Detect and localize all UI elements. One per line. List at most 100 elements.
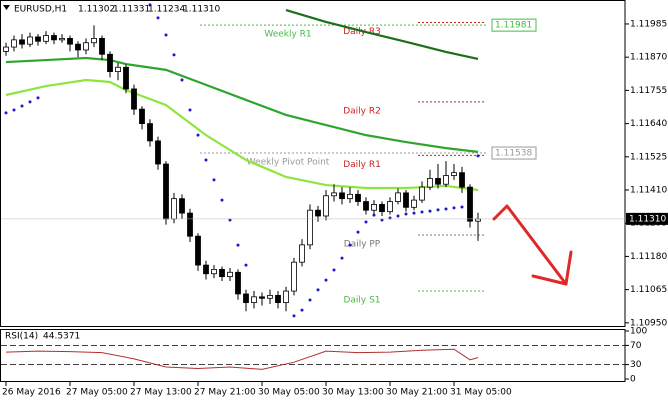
candle-body xyxy=(155,140,161,165)
candle-body xyxy=(379,204,385,213)
candle-body xyxy=(235,271,241,295)
candle-body xyxy=(75,43,81,51)
moving-average xyxy=(285,9,479,60)
rsi-value: 44.5371 xyxy=(43,332,80,342)
sar-dot xyxy=(356,230,360,234)
x-tick-label: 30 May 05:00 xyxy=(258,388,320,398)
sar-dot xyxy=(348,243,352,247)
sar-dot xyxy=(28,100,32,104)
sar-dot xyxy=(420,210,424,214)
sar-dot xyxy=(244,263,248,267)
sar-dot xyxy=(404,212,408,216)
quote-close: 1.11310 xyxy=(183,5,220,15)
rsi-line xyxy=(5,348,479,370)
candle-body xyxy=(387,201,393,213)
sar-dot xyxy=(444,207,448,211)
candle-body xyxy=(259,296,265,299)
candle-body xyxy=(67,38,73,45)
sar-dot xyxy=(20,104,24,108)
candle-body xyxy=(99,38,105,55)
sar-dot xyxy=(236,243,240,247)
sar-dot xyxy=(188,108,192,112)
sar-dot xyxy=(324,278,328,282)
rsi-tick-label: 0 xyxy=(630,375,636,385)
candle-body xyxy=(267,294,273,299)
y-tick-label: 1.11985 xyxy=(630,19,667,29)
rsi-plot xyxy=(1,344,625,370)
candle-body xyxy=(227,271,233,278)
sar-dot xyxy=(412,211,416,215)
x-tick-label: 27 May 05:00 xyxy=(66,388,128,398)
candle-body xyxy=(19,39,25,45)
level-label: Daily PP xyxy=(344,240,381,250)
moving-average xyxy=(5,56,479,153)
candle-body xyxy=(91,38,97,44)
candle-body xyxy=(411,199,417,208)
candle-body xyxy=(283,290,289,304)
sar-dot xyxy=(308,298,312,302)
sar-dot xyxy=(4,111,8,115)
candle-body xyxy=(347,193,353,200)
sar-dot xyxy=(396,214,400,218)
candle-body xyxy=(43,35,49,42)
y-tick-label: 1.11410 xyxy=(630,185,667,195)
x-tick-label: 30 May 21:00 xyxy=(386,388,448,398)
level-label: Daily R1 xyxy=(343,160,381,170)
sar-dot xyxy=(460,205,464,209)
candle-body xyxy=(459,172,465,188)
candle-body xyxy=(371,204,377,211)
quote-low: 1.11234 xyxy=(148,5,185,15)
sar-dot xyxy=(380,218,384,222)
candle-body xyxy=(275,294,281,304)
y-tick-label: 1.11065 xyxy=(630,285,667,295)
candle-body xyxy=(163,163,169,220)
y-tick-label: 1.11640 xyxy=(630,119,667,129)
arrow-annotation xyxy=(492,204,573,286)
sar-dot xyxy=(204,158,208,162)
x-tick-label: 26 May 2016 xyxy=(2,388,61,398)
candle-body xyxy=(323,195,329,217)
sar-dot xyxy=(180,78,184,82)
main-panel xyxy=(0,0,626,327)
candle-body xyxy=(451,172,457,176)
sar-dot xyxy=(292,314,296,318)
y-tick-label: 1.11755 xyxy=(630,86,667,96)
candle-body xyxy=(139,108,145,124)
candle-body xyxy=(11,39,17,48)
arrow-head xyxy=(531,250,573,286)
price-plot xyxy=(1,3,625,318)
level-box xyxy=(491,18,537,32)
sar-dot xyxy=(300,308,304,312)
candle-body xyxy=(299,244,305,263)
candle-body xyxy=(187,212,193,237)
candle-body xyxy=(403,192,409,208)
rsi-tick-label: 30 xyxy=(630,360,642,370)
candle-body xyxy=(291,261,297,292)
candle-body xyxy=(243,293,249,304)
candle-body xyxy=(3,46,9,52)
sar-dot xyxy=(196,133,200,137)
bid-label: 1.11310 xyxy=(629,214,666,224)
candle-body xyxy=(115,66,121,73)
candle-body xyxy=(131,88,137,110)
candle-body xyxy=(419,186,425,201)
x-tick-label: 27 May 13:00 xyxy=(130,388,192,398)
sar-dot xyxy=(220,198,224,202)
candle-body xyxy=(355,193,361,202)
candle-body xyxy=(427,178,433,188)
sar-dot xyxy=(436,208,440,212)
header: EURUSD,H1 1.11302 1.11331 1.11234 1.1131… xyxy=(3,5,220,15)
level-box xyxy=(491,146,537,160)
sar-dot xyxy=(428,209,432,213)
level-label: Daily S1 xyxy=(343,296,380,306)
bid-box xyxy=(626,212,668,225)
candle-body xyxy=(475,218,481,222)
sar-dot xyxy=(212,178,216,182)
sar-dot xyxy=(476,154,480,158)
candle-body xyxy=(179,198,185,214)
level-value: 1.11538 xyxy=(495,149,532,159)
sar-dot xyxy=(156,16,160,20)
level-label: Daily R2 xyxy=(343,106,381,116)
candle-body xyxy=(171,198,177,220)
candle-body xyxy=(203,264,209,275)
